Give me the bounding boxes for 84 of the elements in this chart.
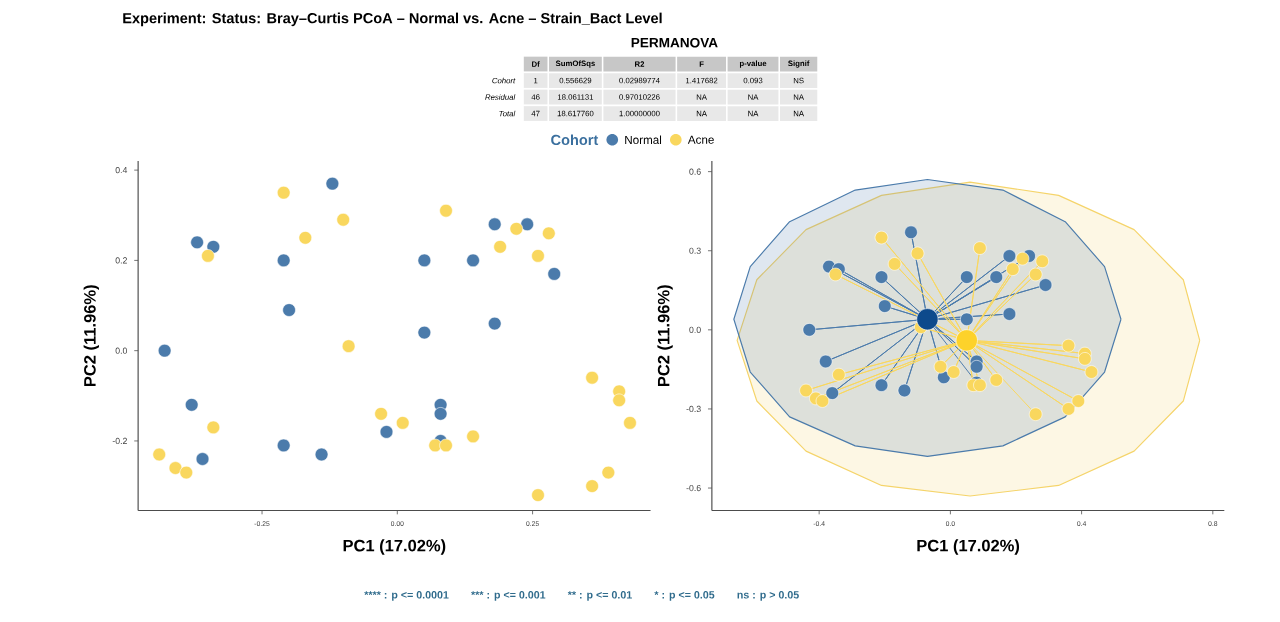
point (1038, 278, 1053, 293)
point (542, 227, 556, 241)
point (439, 439, 453, 453)
point (1028, 268, 1043, 282)
point (547, 267, 561, 282)
point (195, 452, 210, 467)
point (466, 254, 480, 268)
point (916, 308, 939, 331)
point (989, 373, 1003, 388)
point (488, 218, 502, 232)
point (904, 226, 918, 240)
point (1071, 394, 1086, 409)
point (1015, 252, 1030, 266)
point (157, 344, 172, 358)
point (802, 323, 817, 337)
point (874, 378, 889, 393)
point (874, 270, 889, 285)
point (433, 407, 448, 421)
point (1002, 249, 1017, 264)
point (439, 204, 453, 218)
point (509, 222, 524, 236)
point (379, 425, 394, 440)
point (874, 231, 889, 245)
point (206, 421, 221, 435)
point (955, 329, 978, 352)
point (623, 416, 637, 431)
point (878, 299, 892, 314)
point (887, 257, 902, 272)
point (989, 270, 1003, 285)
point (152, 448, 166, 462)
x-axis-title: PC1 (17.02%) (917, 539, 1020, 556)
point (325, 177, 340, 191)
point (585, 479, 599, 494)
point (314, 448, 329, 462)
point (417, 326, 432, 340)
point (341, 339, 356, 354)
point (276, 186, 291, 200)
point (960, 313, 974, 327)
point (1035, 255, 1049, 269)
point (179, 466, 193, 480)
point (973, 241, 987, 256)
point (531, 488, 545, 503)
point (815, 394, 830, 409)
point (1061, 339, 1076, 353)
point (897, 384, 912, 398)
point (1006, 262, 1020, 277)
point (276, 439, 291, 453)
point (612, 394, 626, 408)
point (488, 317, 502, 331)
point (585, 371, 599, 385)
point (336, 213, 350, 227)
y-axis-title: PC2 (11.96%) (83, 285, 99, 387)
point (531, 249, 545, 264)
point (832, 368, 846, 382)
point (493, 240, 507, 254)
point (466, 430, 480, 444)
point (1028, 407, 1043, 422)
point (825, 386, 839, 401)
point (828, 268, 843, 282)
x-axis-title: PC1 (17.02%) (343, 539, 446, 556)
point (1061, 402, 1076, 417)
point (520, 218, 534, 232)
point (184, 398, 199, 412)
point (969, 360, 984, 374)
point (396, 416, 410, 431)
point (201, 249, 215, 264)
point (1078, 352, 1092, 366)
point (946, 365, 961, 380)
point (276, 254, 291, 268)
point (168, 461, 183, 476)
point (374, 407, 388, 421)
point (819, 355, 833, 369)
point (1002, 307, 1017, 322)
point (960, 270, 974, 285)
point (933, 360, 948, 374)
point (910, 247, 925, 261)
y-axis-title: PC2 (11.96%) (657, 285, 673, 387)
point (1084, 365, 1099, 380)
point (298, 231, 313, 245)
point (601, 466, 616, 480)
point (282, 303, 296, 318)
point (417, 254, 432, 268)
point (190, 236, 204, 250)
point (799, 384, 813, 398)
